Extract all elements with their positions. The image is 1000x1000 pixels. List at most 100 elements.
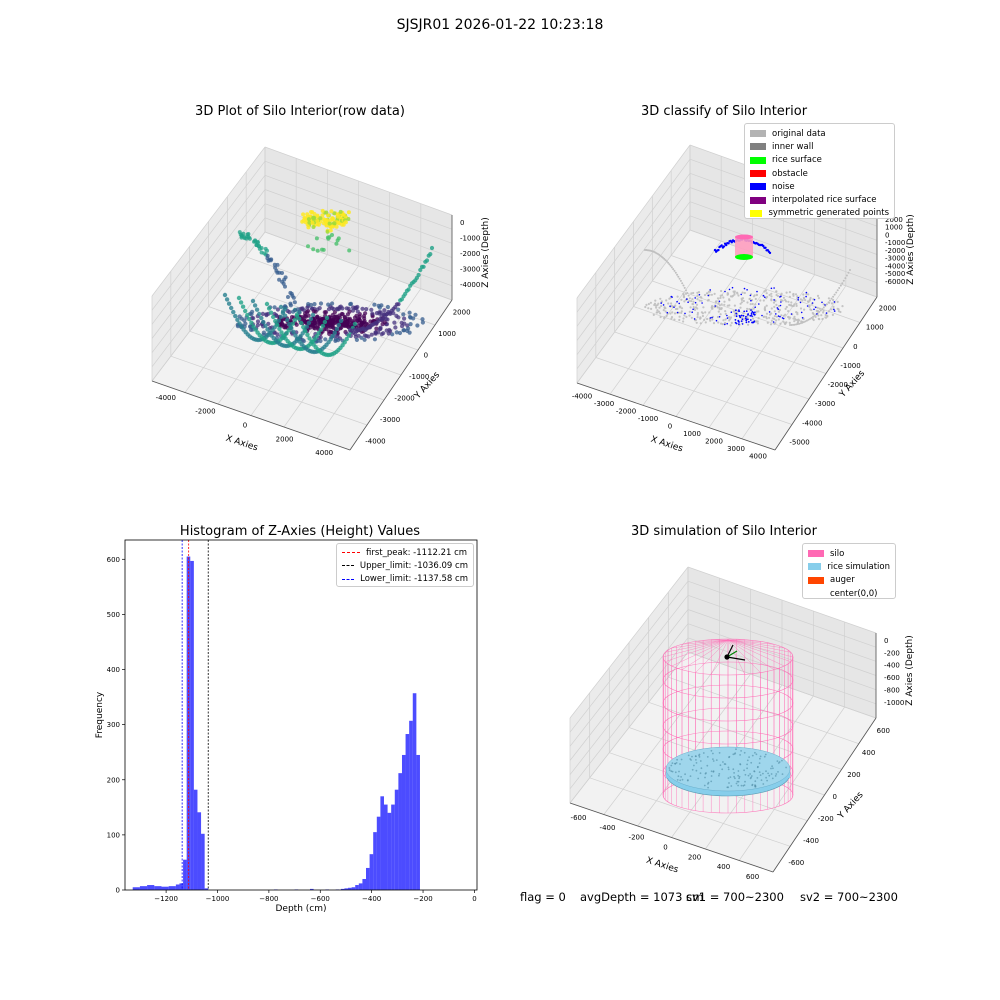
p2-point: [650, 307, 653, 310]
p2-point: [830, 302, 834, 305]
p1-point: [336, 214, 341, 219]
p1-z-axis-label: Z Axies (Depth): [481, 217, 491, 288]
rice-point: [712, 760, 715, 762]
p2-point: [749, 294, 752, 297]
p2-point: [678, 318, 681, 322]
p1-point: [304, 324, 309, 329]
p2-x-tick-label: -3000: [594, 400, 614, 408]
rice-point: [728, 756, 730, 759]
p2-point: [763, 306, 767, 309]
hist-bar: [132, 887, 140, 890]
panel-2-3d-classify: -4000-3000-2000-100001000200030004000200…: [572, 144, 916, 460]
p2-point: [696, 307, 699, 310]
p1-point: [275, 322, 280, 328]
p1-point: [257, 311, 262, 317]
rice-point: [766, 779, 768, 782]
p1-point: [415, 323, 420, 328]
hist-x-tick-label: 0: [472, 895, 476, 903]
rice-point: [668, 769, 671, 771]
rice-point: [785, 766, 787, 769]
p1-point: [370, 311, 375, 316]
p2-point: [692, 291, 695, 295]
p2-point: [780, 301, 782, 303]
p1-point: [311, 215, 316, 220]
rice-point: [680, 776, 682, 778]
p1-point: [277, 277, 282, 282]
p1-point: [247, 316, 252, 322]
p2-point: [688, 314, 691, 317]
p2-point: [721, 323, 724, 326]
p1-point: [280, 271, 284, 275]
p2-x-tick-label: 4000: [749, 452, 767, 460]
p1-point: [334, 326, 340, 332]
p2-point: [775, 303, 778, 306]
rice-point: [760, 779, 763, 781]
p1-y-tick-label: -3000: [380, 416, 400, 424]
hist-x-axis-label: Depth (cm): [275, 904, 326, 914]
p1-z-tick-label: -2000: [460, 250, 480, 258]
p2-point: [670, 302, 673, 305]
rice-point: [739, 763, 742, 766]
p1-x-tick-label: 0: [243, 422, 247, 430]
p2-point: [726, 314, 728, 317]
p2-point: [833, 308, 835, 311]
p2-point: [676, 300, 678, 303]
p2-point: [836, 289, 839, 292]
hist-y-tick-label: 600: [107, 556, 120, 564]
rice-point: [698, 753, 701, 756]
p1-point: [354, 337, 359, 342]
p2-point: [822, 311, 825, 314]
p2-point: [827, 297, 831, 300]
rice-point: [758, 762, 761, 764]
p2-point: [740, 297, 743, 300]
p2-x-tick-label: 3000: [727, 445, 745, 453]
p1-point: [254, 307, 260, 312]
p2-point: [666, 311, 669, 314]
p2-point: [758, 303, 760, 305]
p1-point: [306, 244, 310, 249]
p2-point: [772, 321, 775, 323]
rice-point: [728, 782, 730, 784]
rice-point: [744, 773, 747, 776]
p2-point: [677, 275, 680, 278]
p2-point: [741, 291, 744, 294]
p2-point: [706, 317, 709, 321]
panel-3-histogram: −1200 −1000 −800 −600 −400 −200 0 0 100 200 300 400…: [95, 539, 478, 914]
p2-point: [752, 307, 755, 310]
rice-point: [762, 772, 764, 775]
p1-point: [346, 321, 352, 326]
hist-bar: [355, 885, 359, 890]
p2-point: [696, 313, 699, 316]
p2-point: [682, 293, 685, 297]
rice-point: [758, 771, 761, 773]
p2-z-axis-label: Z Axies (Depth): [906, 214, 916, 285]
p2-point: [682, 317, 685, 320]
p2-point: [660, 302, 662, 304]
rice-point: [732, 768, 735, 771]
p2-point: [712, 322, 716, 325]
p1-point: [252, 303, 258, 308]
p1-point: [329, 306, 335, 311]
rice-point: [670, 764, 673, 767]
p1-point: [255, 240, 260, 245]
rice-point: [700, 767, 703, 770]
rice-point: [699, 760, 702, 762]
p1-point: [306, 320, 312, 326]
p1-point: [315, 219, 320, 223]
p2-point: [673, 312, 677, 315]
legend-swatch: [808, 576, 824, 584]
p1-point: [301, 324, 306, 330]
rice-point: [737, 774, 740, 777]
p2-point: [845, 274, 848, 277]
p4-y-tick-label: 600: [877, 727, 890, 735]
p2-point: [717, 321, 720, 324]
legend-item: silo: [808, 547, 890, 560]
p2-point: [762, 315, 766, 318]
p1-grid: [151, 146, 266, 297]
p2-point: [743, 291, 746, 295]
rice-point: [677, 775, 680, 778]
p2-point: [704, 311, 707, 314]
rice-point: [750, 761, 753, 764]
p2-point: [728, 298, 731, 301]
p1-point: [382, 320, 387, 325]
